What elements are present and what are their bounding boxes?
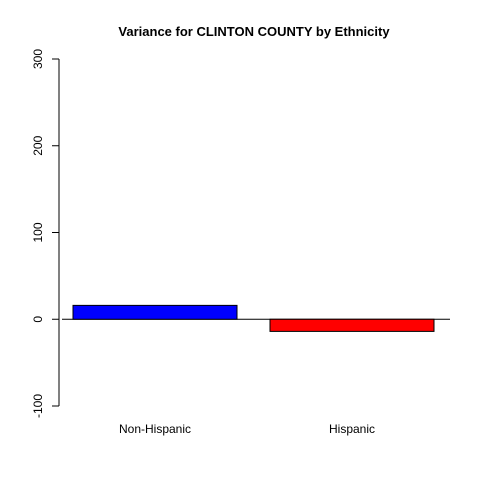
y-tick-label: 0 [31,316,45,323]
category-label: Hispanic [329,422,375,436]
chart-title: Variance for CLINTON COUNTY by Ethnicity [118,24,390,39]
category-label: Non-Hispanic [119,422,191,436]
bar-hispanic [269,318,435,332]
bar-non-hispanic [72,304,238,320]
y-tick-label: -100 [31,394,45,418]
bars [72,304,435,332]
y-tick-label: 200 [31,135,45,155]
y-tick-label: 300 [31,49,45,69]
category-labels: Non-Hispanic Hispanic [119,422,375,436]
y-axis: -100 0 100 200 300 [31,49,60,418]
y-tick-label: 100 [31,222,45,242]
